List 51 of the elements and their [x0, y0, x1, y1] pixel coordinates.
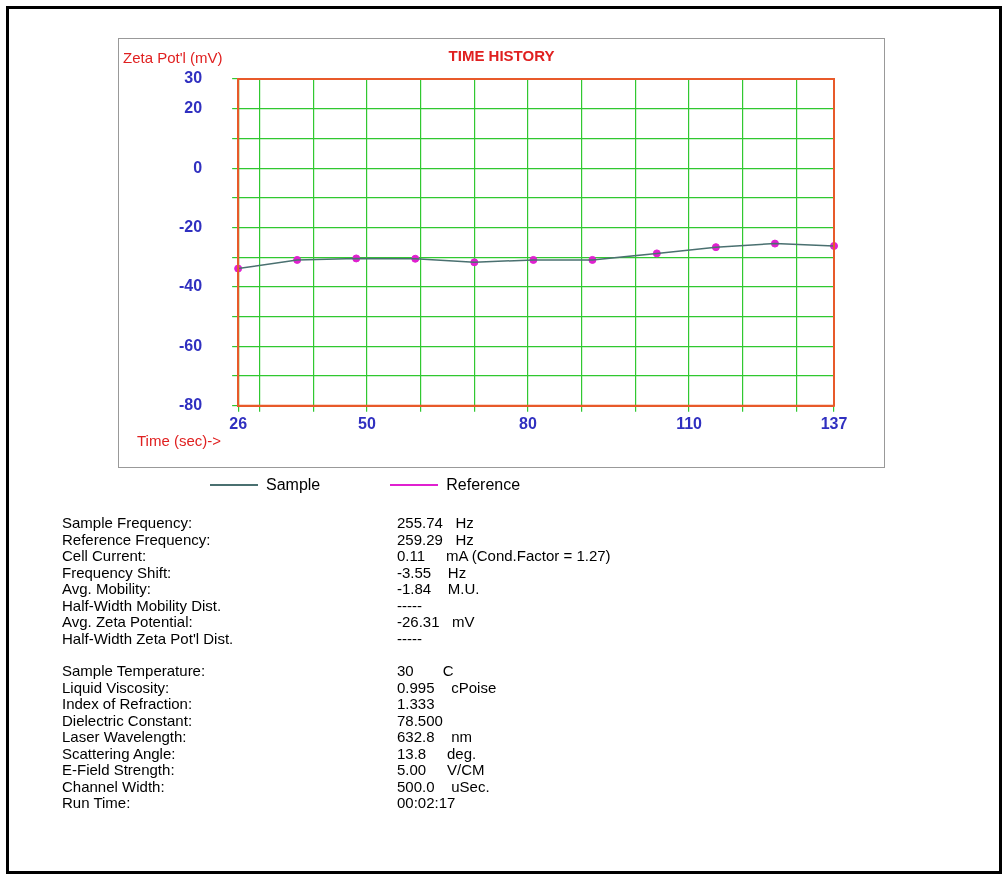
x-tick-label: 137: [820, 414, 848, 432]
y-axis-title: Zeta Pot'l (mV): [123, 49, 223, 66]
text: 1.333: [397, 695, 436, 713]
x-tick-label: 50: [358, 414, 376, 432]
y-tick-label: -80: [179, 396, 203, 414]
text: Half-Width Mobility Dist.: [62, 596, 223, 614]
text: 0.995 cPoise: [397, 678, 498, 696]
text: -3.55 Hz: [397, 563, 468, 581]
text: E-Field Strength:: [62, 761, 176, 779]
text: Half-Width Zeta Pot'l Dist.: [62, 629, 235, 647]
y-tick-label: -40: [179, 277, 203, 295]
text: -----: [397, 596, 423, 614]
text: -1.84 M.U.: [397, 580, 481, 598]
text: Sample Frequency:: [62, 514, 194, 532]
text: 30 C: [397, 662, 455, 680]
text: 255.74 Hz: [397, 514, 475, 532]
text: Channel Width:: [62, 777, 165, 795]
chart-title: TIME HISTORY: [448, 47, 555, 64]
y-tick-label: 20: [184, 99, 203, 117]
text: -26.31 mV: [397, 613, 476, 631]
text: Sample Temperature:: [62, 662, 207, 680]
y-tick-label: 0: [193, 158, 203, 176]
text: Avg. Zeta Potential:: [62, 613, 194, 631]
text: Run Time:: [62, 794, 132, 812]
text: 0.11 mA (Cond.Factor = 1.27): [397, 547, 611, 565]
y-tick-label: 30: [184, 69, 203, 87]
text: Frequency Shift:: [62, 563, 173, 581]
x-axis-title: Time (sec)->: [137, 432, 222, 449]
x-tick-label: 80: [519, 414, 538, 432]
text: 13.8 deg.: [397, 744, 478, 762]
text: 632.8 nm: [397, 728, 474, 746]
text: Dielectric Constant:: [62, 711, 194, 729]
text: Cell Current:: [62, 547, 147, 565]
text: Laser Wavelength:: [62, 728, 188, 746]
text: Liquid Viscosity:: [62, 678, 170, 696]
text: Reference Frequency:: [62, 530, 212, 548]
text: 00:02:17: [397, 794, 457, 812]
legend-label: Sample: [266, 476, 321, 494]
y-tick-label: -20: [179, 217, 203, 235]
text: 259.29 Hz: [397, 530, 475, 548]
y-tick-label: -60: [179, 336, 203, 354]
text: Avg. Mobility:: [62, 580, 152, 598]
text: 78.500: [397, 711, 444, 729]
x-tick-label: 110: [676, 414, 703, 432]
x-tick-label: 26: [229, 414, 248, 432]
text: Scattering Angle:: [62, 744, 176, 762]
text: 5.00 V/CM: [397, 761, 486, 779]
text: -----: [397, 629, 423, 647]
text: Index of Refraction:: [62, 695, 194, 713]
text: 500.0 uSec.: [397, 777, 491, 795]
legend-label: Reference: [446, 476, 521, 494]
